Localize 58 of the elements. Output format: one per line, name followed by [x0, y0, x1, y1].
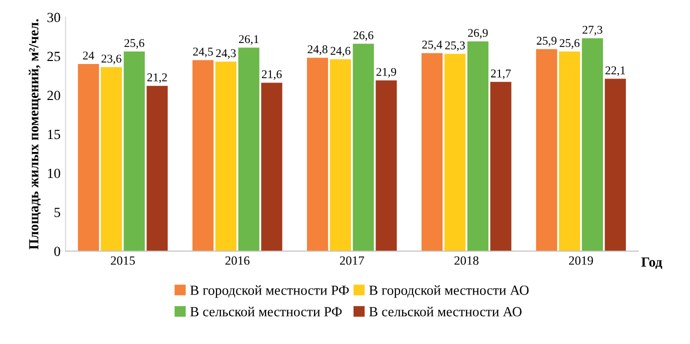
y-tick-label: 5	[54, 208, 60, 218]
bar	[330, 59, 351, 252]
legend-label: В сельской местности АО	[369, 306, 522, 316]
bar	[467, 41, 488, 252]
bar	[100, 67, 122, 252]
bar	[582, 38, 603, 252]
data-label: 25,6	[560, 39, 580, 49]
bar	[604, 78, 626, 252]
legend-label: В городской местности АО	[369, 285, 529, 298]
bar	[422, 53, 443, 252]
data-label: 25,4	[422, 40, 442, 50]
data-label: 24,5	[193, 48, 213, 58]
bar	[215, 62, 236, 252]
data-label: 21,6	[262, 70, 282, 80]
bar	[124, 52, 145, 252]
data-label: 25,9	[536, 36, 556, 46]
bar	[352, 44, 374, 252]
y-tick-label: 0	[54, 246, 60, 256]
bar	[558, 52, 580, 252]
y-tick-label: 30	[47, 12, 60, 22]
data-label: 24	[83, 52, 94, 60]
y-tick-label: 10	[48, 168, 60, 178]
bar	[307, 58, 328, 252]
data-label: 26,6	[354, 31, 374, 41]
data-label: 25,6	[124, 39, 144, 49]
data-label: 22,1	[606, 66, 625, 76]
data-label: 21,7	[490, 70, 511, 80]
y-tick-label: 25	[47, 52, 60, 62]
data-label: 26,9	[468, 28, 488, 39]
data-label: 21,2	[147, 73, 167, 84]
data-label: 24,8	[308, 45, 328, 55]
bar	[146, 86, 168, 252]
bar	[376, 80, 397, 252]
x-tick-label: 2016	[225, 256, 250, 265]
data-label: 21,9	[376, 68, 396, 78]
legend-label: В городской местности РФ	[190, 285, 349, 298]
x-tick-label: 2019	[569, 256, 593, 265]
y-axis-title: Площадь жилых помещений, м²/чел.	[28, 19, 41, 250]
x-tick-label: 2018	[454, 256, 478, 265]
data-label: 23,6	[102, 54, 122, 64]
x-tick-label: 2017	[340, 256, 364, 265]
bar	[238, 48, 260, 252]
data-label: 25,3	[445, 41, 465, 52]
bar	[192, 60, 214, 252]
bar	[536, 49, 558, 252]
x-tick-label: 2015	[110, 256, 135, 265]
bar	[444, 54, 466, 252]
data-label: 24,6	[330, 46, 350, 57]
bar	[490, 82, 512, 252]
legend-label: В сельской местности РФ	[190, 306, 342, 316]
bar	[78, 64, 99, 252]
x-axis-title: Год	[641, 258, 662, 270]
y-tick-label: 15	[48, 130, 60, 140]
data-label: 27,3	[582, 26, 602, 36]
data-label: 24,3	[216, 49, 236, 59]
data-label: 26,1	[239, 35, 258, 45]
bar	[261, 82, 282, 252]
y-tick-label: 20	[47, 90, 60, 100]
